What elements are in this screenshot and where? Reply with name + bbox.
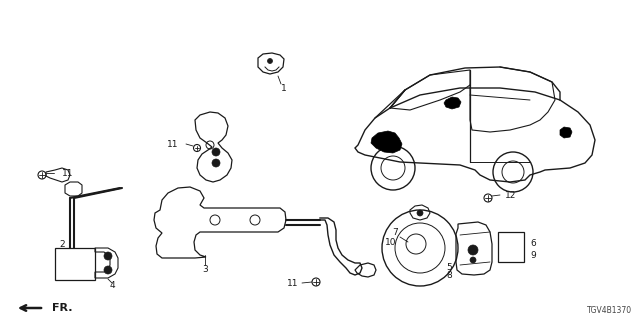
Text: 5: 5	[446, 263, 452, 273]
Text: FR.: FR.	[52, 303, 72, 313]
Text: 12: 12	[505, 190, 516, 199]
Text: 7: 7	[392, 228, 398, 236]
Text: 11: 11	[62, 169, 74, 178]
Polygon shape	[371, 131, 402, 153]
Circle shape	[268, 59, 273, 63]
Polygon shape	[444, 97, 461, 109]
Text: 8: 8	[446, 271, 452, 281]
Circle shape	[468, 245, 478, 255]
Text: TGV4B1370: TGV4B1370	[587, 306, 632, 315]
Text: 4: 4	[109, 282, 115, 291]
Bar	[498, 232, 524, 262]
Circle shape	[470, 257, 476, 263]
Text: 11: 11	[287, 278, 298, 287]
Text: 2: 2	[59, 239, 65, 249]
Text: 1: 1	[281, 84, 287, 92]
Bar	[55, 248, 95, 280]
Circle shape	[104, 266, 112, 274]
Polygon shape	[560, 127, 572, 138]
Text: 11: 11	[166, 140, 178, 148]
Text: 9: 9	[530, 251, 536, 260]
Circle shape	[212, 159, 220, 167]
Text: 10: 10	[385, 237, 396, 246]
Circle shape	[212, 148, 220, 156]
Text: 3: 3	[202, 265, 208, 274]
Circle shape	[104, 252, 112, 260]
Text: 6: 6	[530, 238, 536, 247]
Circle shape	[417, 210, 423, 216]
